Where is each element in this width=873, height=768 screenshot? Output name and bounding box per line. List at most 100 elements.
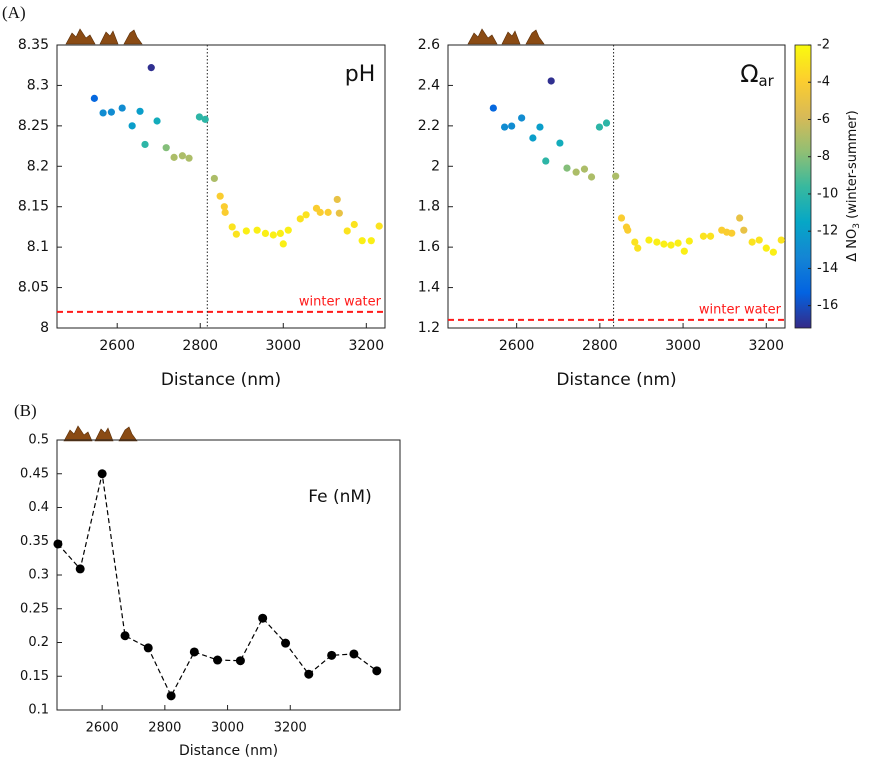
y-tick-label: 0.4 — [28, 500, 49, 515]
y-tick-label: 8.35 — [18, 37, 49, 53]
data-point — [120, 631, 130, 641]
data-point — [327, 650, 337, 660]
data-point — [595, 123, 604, 131]
data-point — [221, 208, 229, 216]
data-point — [166, 691, 176, 701]
data-point — [216, 192, 224, 200]
plot-frame — [447, 44, 786, 329]
data-point — [740, 226, 748, 234]
annotation-text: Ω — [740, 60, 758, 88]
data-point — [333, 195, 341, 204]
data-point — [500, 123, 509, 131]
data-point — [653, 238, 661, 246]
data-point — [343, 227, 351, 235]
data-point — [542, 157, 550, 165]
data-point — [769, 248, 777, 256]
data-point — [572, 168, 580, 176]
colorbar-tick-label: -14 — [817, 261, 838, 276]
x-axis-label: Distance (nm) — [179, 743, 278, 759]
data-point — [324, 208, 332, 216]
data-point — [706, 232, 715, 240]
data-point — [75, 564, 85, 574]
annotation: Ωar — [740, 60, 774, 90]
y-tick-label: 0.5 — [28, 433, 49, 448]
reference-label: winter water — [699, 302, 782, 317]
data-point — [201, 115, 209, 123]
data-point — [375, 222, 383, 230]
y-tick-label: 2.4 — [418, 77, 440, 93]
data-point — [349, 649, 359, 659]
data-point — [53, 539, 63, 549]
data-point — [358, 237, 366, 245]
y-tick-label: 1.4 — [418, 280, 440, 296]
data-point — [316, 208, 324, 216]
x-axis-label: Distance (nm) — [556, 370, 676, 390]
x-axis-label: Distance (nm) — [161, 370, 281, 390]
y-tick-label: 0.15 — [20, 669, 49, 684]
y-tick-label: 2.2 — [418, 118, 440, 134]
x-tick-label: 2800 — [582, 338, 618, 354]
data-point — [762, 244, 770, 252]
data-point — [777, 236, 785, 244]
data-point — [645, 236, 653, 244]
annotation: Fe (nM) — [308, 487, 371, 507]
colorbar-tick-label: -4 — [817, 75, 830, 90]
x-tick-label: 2800 — [182, 338, 218, 354]
data-point — [547, 77, 555, 85]
data-point — [189, 647, 199, 657]
data-point — [118, 104, 126, 112]
y-tick-label: 0.45 — [20, 466, 49, 481]
data-point — [580, 165, 589, 173]
data-point — [660, 240, 668, 248]
annotation: pH — [345, 62, 376, 87]
data-point — [631, 238, 639, 246]
data-point — [302, 211, 310, 219]
data-point — [284, 226, 292, 234]
data-point — [232, 230, 240, 238]
y-tick-label: 8 — [40, 320, 49, 336]
colorbar-label-end: (winter-summer) — [845, 110, 860, 223]
y-tick-label: 2 — [431, 158, 440, 174]
y-tick-label: 8.25 — [18, 118, 49, 134]
y-tick-label: 1.8 — [418, 199, 440, 215]
data-point — [276, 229, 284, 237]
y-tick-label: 2.6 — [418, 37, 440, 53]
data-point — [253, 226, 261, 234]
data-point — [634, 244, 642, 252]
x-tick-label: 2600 — [99, 338, 135, 354]
data-point — [97, 469, 107, 479]
data-point — [335, 209, 343, 217]
y-tick-label: 1.2 — [418, 320, 440, 336]
y-tick-label: 8.3 — [27, 77, 49, 93]
data-point — [141, 140, 149, 149]
data-point — [508, 122, 516, 130]
data-point — [178, 152, 186, 160]
data-point — [147, 64, 155, 72]
colorbar-label-sub: 3 — [852, 223, 862, 229]
data-point — [755, 236, 763, 244]
annotation-text: Fe (nM) — [308, 487, 371, 507]
data-point — [258, 613, 268, 623]
annotation-text: pH — [345, 62, 376, 87]
panel-label: (B) — [14, 401, 37, 420]
data-point — [736, 214, 744, 222]
data-point — [536, 123, 544, 131]
y-tick-label: 0.3 — [28, 568, 49, 583]
data-point — [136, 107, 144, 115]
x-tick-label: 2600 — [86, 721, 119, 736]
colorbar-tick-label: -2 — [817, 38, 830, 53]
x-tick-label: 3000 — [265, 338, 301, 354]
plot-frame — [56, 439, 401, 711]
data-point — [529, 134, 537, 142]
data-point — [220, 203, 228, 211]
data-point — [90, 94, 98, 102]
data-point — [563, 164, 571, 172]
data-point — [162, 144, 170, 152]
x-tick-label: 3200 — [274, 721, 307, 736]
data-point — [261, 229, 270, 237]
data-point — [269, 231, 277, 239]
data-point — [228, 223, 236, 231]
y-tick-label: 8.2 — [27, 158, 49, 174]
data-point — [235, 656, 245, 666]
x-tick-label: 2800 — [148, 721, 181, 736]
